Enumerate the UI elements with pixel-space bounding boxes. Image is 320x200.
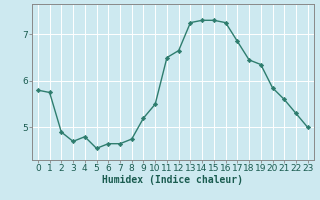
X-axis label: Humidex (Indice chaleur): Humidex (Indice chaleur) [102,175,243,185]
